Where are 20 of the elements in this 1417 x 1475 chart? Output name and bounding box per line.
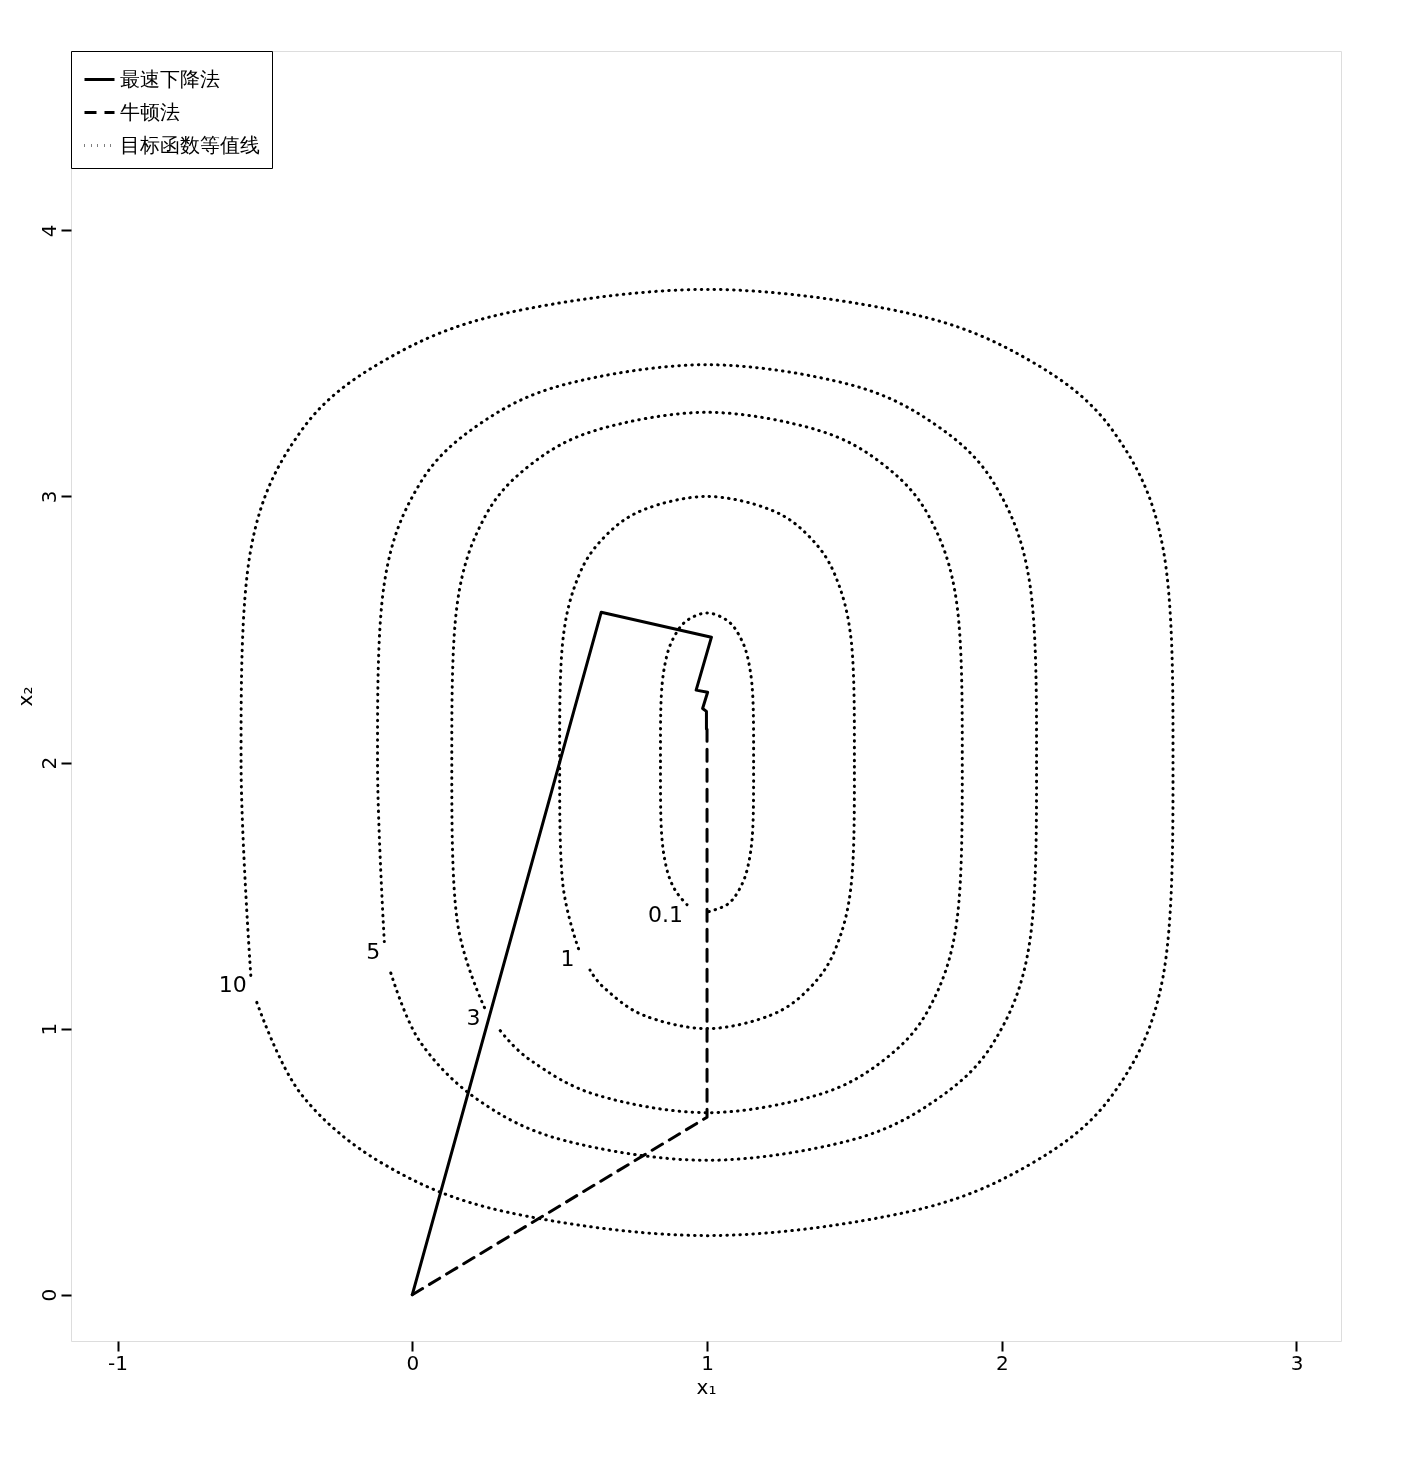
x-tick-label: 3 [1290,1350,1304,1375]
annotation: 3 [466,1004,481,1030]
y-tick-label: 0 [36,1288,61,1302]
legend-label: 牛顿法 [120,99,180,124]
y-tick-label: 3 [36,490,61,504]
y-axis-title: x₂ [12,686,37,707]
legend-label: 目标函数等值线 [120,132,260,157]
x-tick-label: 2 [995,1350,1009,1375]
x-axis-title: x₁ [696,1374,717,1399]
x-tick-label: 0 [406,1350,420,1375]
annotation: 10 [218,972,247,998]
x-tick-label: 1 [701,1350,714,1375]
annotation: 0.1 [647,901,683,927]
y-tick-label: 2 [36,756,61,770]
y-tick-label: 4 [36,224,61,238]
annotation: 1 [560,945,575,971]
annotation: 5 [366,938,381,964]
x-tick-label: -1 [108,1350,129,1375]
legend-label: 最速下降法 [120,66,220,91]
y-tick-label: 1 [36,1022,61,1036]
